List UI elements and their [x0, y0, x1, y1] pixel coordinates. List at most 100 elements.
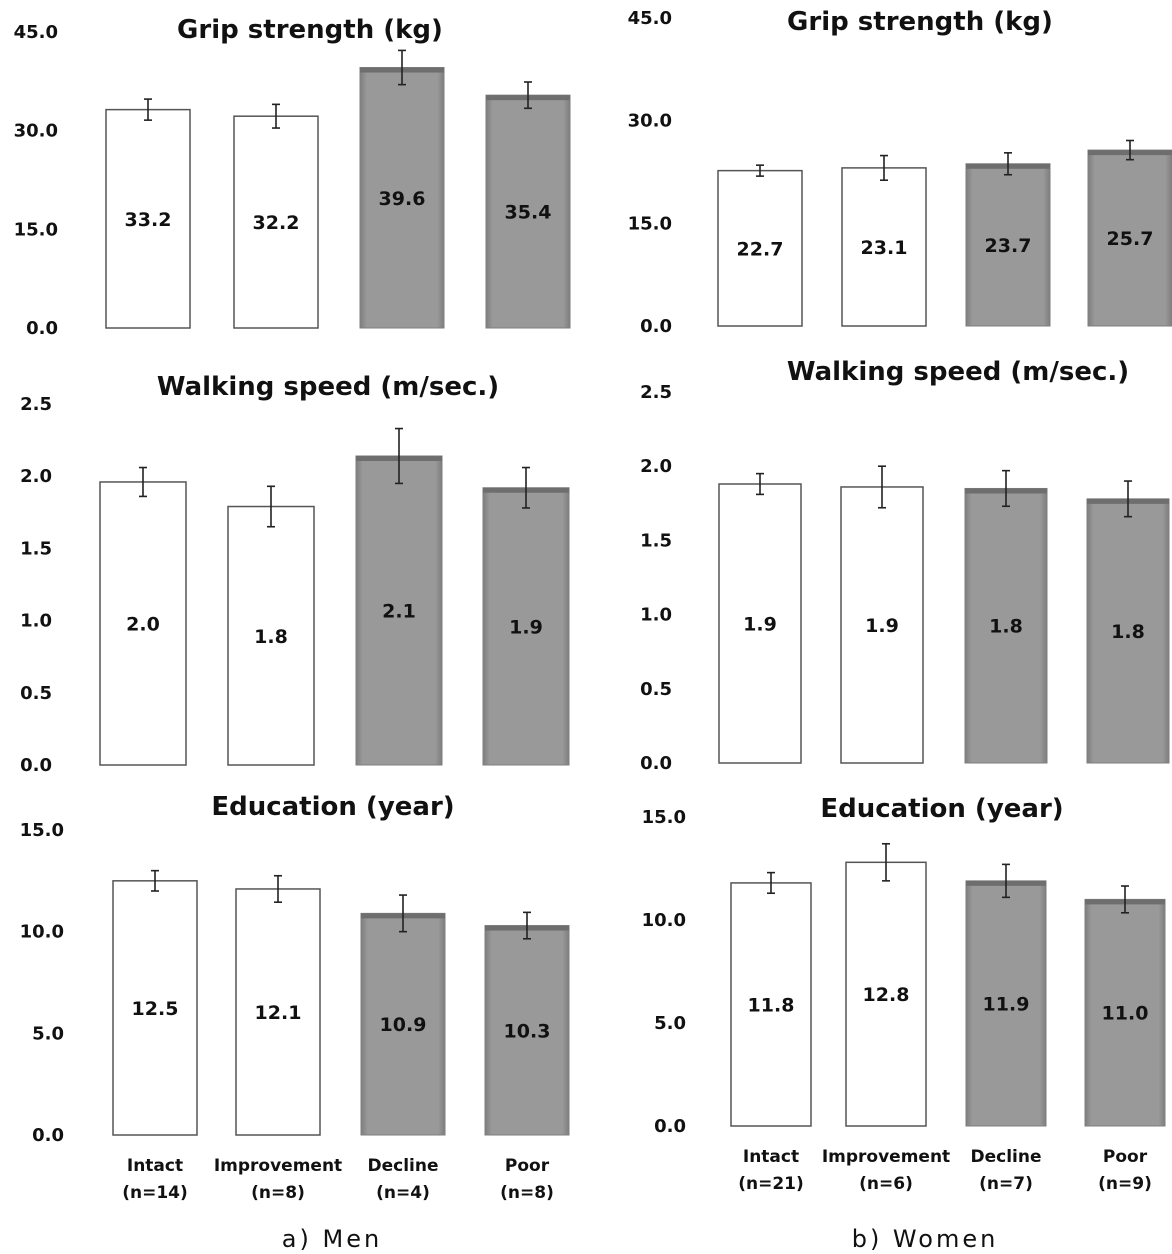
x-category-label: (n=21)	[738, 1174, 804, 1194]
y-tick-label: 10.0	[20, 922, 64, 943]
y-tick-label: 0.5	[20, 683, 52, 704]
y-tick-label: 15.0	[642, 807, 686, 828]
bar-improvement	[235, 888, 321, 1136]
x-category-label: Improvement	[214, 1156, 342, 1176]
bar-decline	[964, 487, 1048, 764]
chart-title: Education (year)	[211, 792, 454, 822]
error-bar	[139, 466, 147, 498]
x-category-label: Poor	[1103, 1147, 1148, 1167]
bar-value-label: 12.8	[863, 984, 910, 1006]
bar-poor	[482, 487, 570, 766]
bar-value-label: 23.1	[861, 237, 908, 259]
x-category-label: Intact	[127, 1156, 183, 1176]
y-tick-label: 15.0	[20, 820, 64, 841]
error-bar	[399, 894, 407, 933]
chart-panel-2: Walking speed (m/sec.) 0.0 0.5 1.0 1.5 2.0 2.5…	[20, 372, 570, 776]
error-bar	[274, 874, 282, 903]
bar-intact	[730, 882, 812, 1127]
x-category-label: (n=8)	[251, 1183, 305, 1203]
y-tick-label: 5.0	[32, 1023, 64, 1044]
error-bar	[272, 103, 280, 129]
y-tick-label: 0.0	[654, 1116, 686, 1137]
bar-value-label: 23.7	[985, 235, 1032, 257]
bar-decline	[359, 67, 445, 329]
bar-decline	[965, 880, 1047, 1127]
bar-decline	[360, 912, 446, 1136]
bar-value-label: 1.9	[743, 614, 777, 636]
chart-panel-1: Grip strength (kg) 0.0 15.0 30.0 45.0 22.7 23.…	[628, 7, 1172, 337]
chart-title: Grip strength (kg)	[177, 15, 443, 45]
bar-poor	[1084, 898, 1166, 1127]
x-category-label: Intact	[743, 1147, 799, 1167]
y-tick-label: 15.0	[628, 213, 672, 234]
bar-decline	[965, 163, 1051, 327]
error-bar	[1002, 469, 1010, 508]
bar-improvement	[227, 505, 315, 766]
bar-value-label: 35.4	[505, 202, 552, 224]
bar-value-label: 11.0	[1102, 1003, 1149, 1025]
bar-value-label: 10.3	[504, 1020, 551, 1042]
y-tick-label: 5.0	[654, 1013, 686, 1034]
y-tick-label: 2.0	[20, 466, 52, 487]
bar-value-label: 12.1	[255, 1002, 302, 1024]
y-tick-label: 30.0	[14, 121, 58, 142]
y-tick-label: 2.5	[640, 382, 672, 403]
caption-men: a) Men	[282, 1225, 382, 1253]
bar-value-label: 1.9	[509, 616, 543, 638]
x-category-label: Improvement	[822, 1147, 950, 1167]
error-bar	[1126, 139, 1134, 161]
bar-value-label: 11.8	[748, 994, 795, 1016]
x-category-label: (n=14)	[122, 1183, 188, 1203]
error-bar	[522, 466, 530, 509]
chart-title: Walking speed (m/sec.)	[787, 357, 1129, 387]
bar-value-label: 1.8	[1111, 621, 1145, 643]
bar-intact	[99, 481, 187, 766]
error-bar	[882, 842, 890, 882]
error-bar	[395, 427, 403, 485]
y-tick-label: 0.0	[640, 753, 672, 774]
chart-panel-4: Education (year) 0.0 5.0 10.0 15.0 12.5 Intact…	[20, 792, 570, 1203]
bar-value-label: 22.7	[737, 238, 784, 260]
y-tick-label: 1.0	[640, 605, 672, 626]
error-bar	[1121, 885, 1129, 914]
bar-value-label: 39.6	[379, 188, 426, 210]
chart-panel-5: Education (year) 0.0 5.0 10.0 15.0 11.8 Intact…	[642, 794, 1166, 1194]
y-tick-label: 1.5	[20, 538, 52, 559]
chart-title: Education (year)	[820, 794, 1063, 824]
bar-value-label: 11.9	[983, 993, 1030, 1015]
caption-women: b) Women	[852, 1225, 999, 1253]
x-category-label: Poor	[505, 1156, 550, 1176]
chart-panel-3: Walking speed (m/sec.) 0.0 0.5 1.0 1.5 2.0 2.5…	[640, 357, 1170, 774]
error-bar	[523, 911, 531, 940]
x-category-label: Decline	[367, 1156, 438, 1176]
bar-intact	[717, 169, 803, 327]
bar-value-label: 1.8	[989, 616, 1023, 638]
bar-intact	[105, 108, 191, 329]
bar-poor	[1087, 149, 1172, 327]
bar-poor	[484, 925, 570, 1136]
error-bar	[524, 81, 532, 110]
x-category-label: Decline	[970, 1147, 1041, 1167]
y-tick-label: 2.0	[640, 456, 672, 477]
x-category-label: (n=7)	[979, 1174, 1033, 1194]
y-tick-label: 0.0	[640, 316, 672, 337]
bar-value-label: 1.8	[254, 626, 288, 648]
bar-value-label: 12.5	[132, 998, 179, 1020]
bar-value-label: 2.1	[382, 600, 416, 622]
bar-value-label: 25.7	[1107, 228, 1154, 250]
y-tick-label: 1.5	[640, 530, 672, 551]
y-tick-label: 30.0	[628, 111, 672, 132]
y-tick-label: 45.0	[628, 8, 672, 29]
y-tick-label: 15.0	[14, 219, 58, 240]
error-bar	[144, 98, 152, 121]
bar-value-label: 32.2	[253, 212, 300, 234]
y-tick-label: 0.5	[640, 679, 672, 700]
y-tick-label: 10.0	[642, 910, 686, 931]
bar-value-label: 33.2	[125, 209, 172, 231]
bar-decline	[355, 455, 443, 766]
error-bar	[756, 164, 764, 177]
x-category-label: (n=4)	[376, 1183, 430, 1203]
error-bar	[880, 154, 888, 182]
error-bar	[1124, 480, 1132, 518]
